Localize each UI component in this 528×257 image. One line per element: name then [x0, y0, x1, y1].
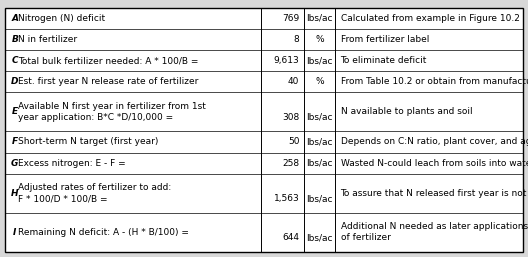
Text: 8: 8: [294, 35, 299, 44]
Text: Calculated from example in Figure 10.2: Calculated from example in Figure 10.2: [341, 14, 520, 23]
Text: 258: 258: [282, 159, 299, 168]
Text: Total bulk fertilizer needed: A * 100/B =: Total bulk fertilizer needed: A * 100/B …: [18, 56, 199, 65]
Text: 308: 308: [282, 113, 299, 122]
Text: Depends on C:N ratio, plant cover, and age (see text): Depends on C:N ratio, plant cover, and a…: [341, 137, 528, 146]
Text: lbs/ac: lbs/ac: [306, 233, 333, 242]
Text: F * 100/D * 100/B =: F * 100/D * 100/B =: [18, 194, 108, 203]
Text: 9,613: 9,613: [274, 56, 299, 65]
Text: lbs/ac: lbs/ac: [306, 159, 333, 168]
Text: %: %: [315, 35, 324, 44]
Text: 50: 50: [288, 137, 299, 146]
Text: lbs/ac: lbs/ac: [306, 194, 333, 203]
Text: %: %: [315, 77, 324, 86]
Text: D: D: [11, 77, 18, 86]
Text: Additional N needed as later applications: Additional N needed as later application…: [341, 222, 527, 231]
Text: N available to plants and soil: N available to plants and soil: [341, 107, 472, 116]
Text: A: A: [11, 14, 18, 23]
Text: Wasted N-could leach from soils into water: Wasted N-could leach from soils into wat…: [341, 159, 528, 168]
Text: lbs/ac: lbs/ac: [306, 14, 333, 23]
Text: 769: 769: [282, 14, 299, 23]
Text: F: F: [12, 137, 18, 146]
Text: I: I: [13, 228, 16, 237]
Text: To assure that N released first year is not wasted: To assure that N released first year is …: [341, 189, 528, 198]
Text: Est. first year N release rate of fertilizer: Est. first year N release rate of fertil…: [18, 77, 199, 86]
Text: Available N first year in fertilizer from 1st: Available N first year in fertilizer fro…: [18, 102, 206, 111]
Text: lbs/ac: lbs/ac: [306, 56, 333, 65]
Text: 40: 40: [288, 77, 299, 86]
Text: N in fertilizer: N in fertilizer: [18, 35, 78, 44]
Text: 644: 644: [282, 233, 299, 242]
Text: Nitrogen (N) deficit: Nitrogen (N) deficit: [18, 14, 106, 23]
Text: Excess nitrogen: E - F =: Excess nitrogen: E - F =: [18, 159, 126, 168]
Text: To eliminate deficit: To eliminate deficit: [341, 56, 427, 65]
Text: H: H: [11, 189, 18, 198]
Text: Remaining N deficit: A - (H * B/100) =: Remaining N deficit: A - (H * B/100) =: [18, 228, 190, 237]
Text: of fertilizer: of fertilizer: [341, 233, 390, 242]
Text: From Table 10.2 or obtain from manufacturers: From Table 10.2 or obtain from manufactu…: [341, 77, 528, 86]
Text: year application: B*C *D/10,000 =: year application: B*C *D/10,000 =: [18, 113, 174, 122]
Text: Adjusted rates of fertilizer to add:: Adjusted rates of fertilizer to add:: [18, 183, 172, 192]
Text: G: G: [11, 159, 18, 168]
Text: E: E: [12, 107, 18, 116]
Text: lbs/ac: lbs/ac: [306, 113, 333, 122]
Text: From fertilizer label: From fertilizer label: [341, 35, 429, 44]
Text: B: B: [11, 35, 18, 44]
Text: C: C: [12, 56, 18, 65]
Text: Short-term N target (first year): Short-term N target (first year): [18, 137, 159, 146]
Text: lbs/ac: lbs/ac: [306, 137, 333, 146]
Text: 1,563: 1,563: [274, 194, 299, 203]
